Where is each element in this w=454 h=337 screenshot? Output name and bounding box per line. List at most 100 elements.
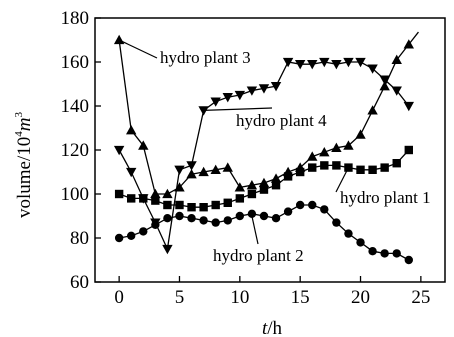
data-point-circle <box>187 214 196 223</box>
data-point-circle <box>295 200 305 210</box>
data-point-circle <box>404 255 413 265</box>
data-point-square <box>199 203 208 212</box>
x-tick-label: 0 <box>114 287 124 308</box>
data-point-triangle-down <box>307 60 318 70</box>
data-point-triangle-down <box>379 75 390 85</box>
data-point-triangle-down <box>198 106 209 116</box>
annotation-leader <box>203 107 273 111</box>
data-point-square <box>380 163 389 172</box>
x-tick-label: 5 <box>175 287 185 308</box>
data-point-triangle-down <box>282 57 294 68</box>
data-point-circle <box>392 249 401 258</box>
data-point-square <box>211 200 220 210</box>
data-point-triangle-down <box>126 167 137 178</box>
annotation-3: hydro plant 1 <box>335 167 431 207</box>
data-point-triangle-up <box>222 162 233 172</box>
y-tick-label: 120 <box>61 140 90 161</box>
data-point-triangle-up <box>210 164 221 174</box>
data-point-triangle-down <box>331 60 342 70</box>
data-point-triangle-up <box>234 182 246 192</box>
data-point-triangle-down <box>210 97 221 107</box>
data-point-square <box>187 203 196 212</box>
data-point-square <box>404 145 413 155</box>
data-point-square <box>332 161 341 170</box>
data-point-triangle-up <box>126 125 137 135</box>
data-point-triangle-down <box>150 218 161 228</box>
data-point-triangle-up <box>258 177 270 188</box>
x-axis-title: t/h <box>262 318 283 337</box>
y-tick-label: 100 <box>61 184 90 205</box>
data-point-triangle-down <box>367 64 378 74</box>
annotation-label: hydro plant 3 <box>160 48 251 67</box>
data-point-triangle-down <box>258 84 270 94</box>
y-axis-title: volume/104m3 <box>13 111 35 218</box>
data-point-triangle-up <box>331 142 342 152</box>
y-tick-label: 180 <box>61 8 90 29</box>
data-point-square <box>295 167 305 177</box>
data-point-circle <box>175 211 184 221</box>
data-point-circle <box>356 238 365 247</box>
y-axis-ticks: 60 80 100 120 140 160 180 <box>61 8 101 293</box>
data-point-triangle-down <box>234 90 246 101</box>
x-tick-label: 15 <box>291 287 310 308</box>
data-point-circle <box>235 211 245 221</box>
data-point-circle <box>247 209 257 218</box>
data-point-circle <box>259 211 269 221</box>
data-point-triangle-up <box>367 105 378 115</box>
data-point-square <box>368 165 377 174</box>
data-point-triangle-down <box>319 57 330 68</box>
x-tick-label: 20 <box>351 287 370 308</box>
series-2 <box>114 200 413 265</box>
data-point-triangle-up <box>246 180 258 190</box>
data-point-square <box>114 189 124 199</box>
data-point-triangle-up <box>186 169 197 179</box>
data-point-triangle-down <box>355 57 366 68</box>
y-tick-label: 80 <box>70 228 89 249</box>
data-point-square <box>356 165 365 174</box>
series-4 <box>113 57 414 255</box>
data-point-circle <box>283 207 293 216</box>
data-point-triangle-up <box>294 162 306 172</box>
data-point-triangle-down <box>403 101 414 112</box>
data-point-triangle-down <box>246 86 258 96</box>
data-point-triangle-up <box>270 173 282 183</box>
data-point-square <box>271 181 281 190</box>
data-point-circle <box>332 218 341 227</box>
data-point-circle <box>211 218 220 227</box>
annotation-2: hydro plant 4 <box>203 107 327 130</box>
data-point-square <box>223 198 232 207</box>
y-tick-label: 140 <box>61 96 90 117</box>
data-point-triangle-up <box>307 151 318 161</box>
data-point-circle <box>223 216 232 225</box>
plot-frame <box>94 17 446 283</box>
annotation-1: hydro plant 3 <box>118 39 251 67</box>
data-point-triangle-up <box>379 81 390 91</box>
annotation-leader <box>251 215 259 245</box>
data-point-square <box>320 161 329 170</box>
data-point-circle <box>139 227 148 236</box>
annotation-layer: hydro plant 3 hydro plant 4 hydro plant 1 h… <box>118 39 431 265</box>
data-point-square <box>247 189 257 199</box>
annotation-label: hydro plant 2 <box>213 246 304 265</box>
data-point-triangle-down <box>174 165 185 175</box>
data-point-circle <box>127 231 136 240</box>
data-point-square <box>163 200 172 210</box>
data-point-triangle-down <box>391 86 402 96</box>
data-point-triangle-down <box>294 60 306 70</box>
data-point-triangle-up <box>282 166 294 177</box>
annotation-4: hydro plant 2 <box>213 215 304 265</box>
data-point-triangle-down <box>138 194 149 204</box>
data-point-triangle-down <box>162 244 173 255</box>
data-point-triangle-up <box>391 54 402 64</box>
data-point-triangle-up <box>162 188 173 199</box>
data-point-square <box>235 194 245 203</box>
data-point-circle <box>114 233 124 243</box>
data-point-circle <box>163 214 172 223</box>
annotation-label: hydro plant 1 <box>340 188 431 207</box>
data-point-triangle-up <box>138 140 149 150</box>
x-tick-label: 10 <box>230 287 249 308</box>
series-3 <box>113 34 414 199</box>
data-point-circle <box>344 229 353 238</box>
data-point-circle <box>380 249 389 258</box>
